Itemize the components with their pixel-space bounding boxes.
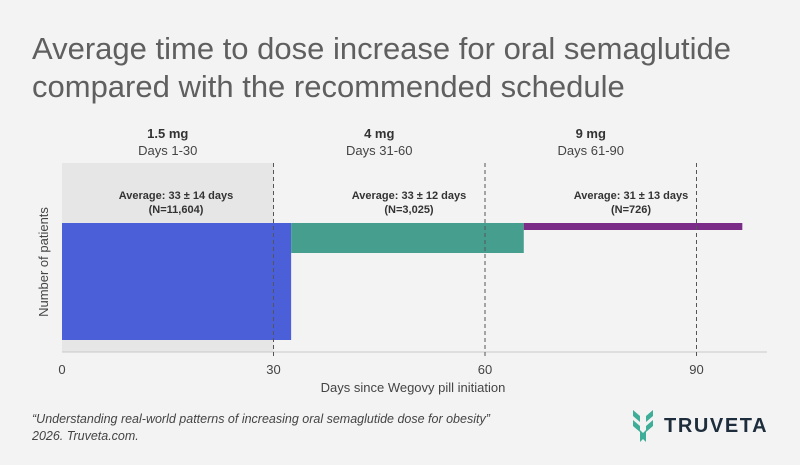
truveta-logo: TRUVETA (630, 408, 768, 444)
citation-line-1: “Understanding real-world patterns of in… (32, 412, 490, 426)
x-tick-label: 90 (689, 362, 703, 377)
schedule-days-label: Days 31-60 (346, 143, 412, 158)
average-label: Average: 33 ± 12 days (352, 190, 466, 202)
schedule-dose-label: 4 mg (364, 126, 394, 141)
bar-4-mg (291, 223, 524, 253)
schedule-days-label: Days 61-90 (558, 143, 624, 158)
schedule-days-label: Days 1-30 (138, 143, 197, 158)
x-tick-label: 30 (266, 362, 280, 377)
chart-title: Average time to dose increase for oral s… (32, 31, 732, 104)
x-tick-label: 60 (478, 362, 492, 377)
schedule-dose-label: 9 mg (576, 126, 606, 141)
n-label: (N=726) (611, 204, 651, 216)
brand-name: TRUVETA (664, 414, 769, 437)
bar-9-mg (523, 223, 743, 230)
citation-line-2: 2026. Truveta.com. (32, 429, 139, 443)
bar-1-5-mg (62, 223, 292, 340)
y-axis-title: Number of patients (36, 207, 51, 317)
schedule-dose-label: 1.5 mg (147, 126, 188, 141)
x-axis-title: Days since Wegovy pill initiation (321, 380, 506, 395)
n-label: (N=3,025) (384, 204, 434, 216)
n-label: (N=11,604) (149, 204, 204, 216)
x-tick-label: 0 (58, 362, 65, 377)
citation: “Understanding real-world patterns of in… (32, 411, 490, 445)
average-label: Average: 33 ± 14 days (119, 190, 233, 202)
truveta-logo-icon (633, 410, 653, 442)
average-label: Average: 31 ± 13 days (574, 190, 688, 202)
